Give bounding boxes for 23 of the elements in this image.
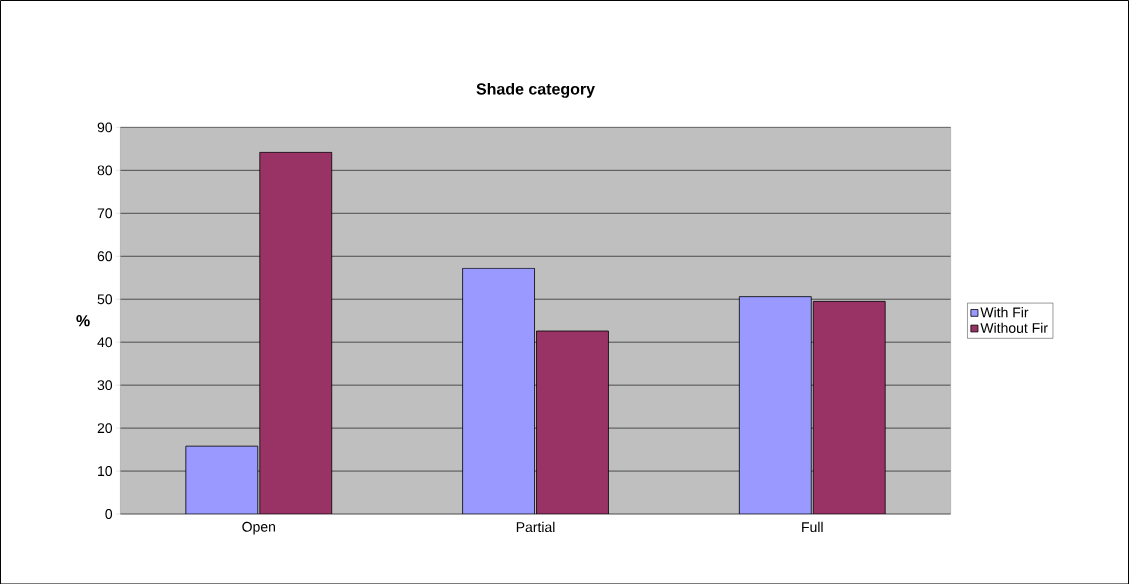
y-tick-label: 90 <box>97 122 113 133</box>
bar <box>259 151 333 514</box>
bar <box>738 296 812 514</box>
y-tick-label: 10 <box>98 465 113 476</box>
y-tick-label: 50 <box>97 294 113 304</box>
y-tick-label: 60 <box>97 251 113 261</box>
legend-label: Without Fir <box>980 322 1048 333</box>
legend-label: With Fir <box>980 306 1029 318</box>
y-tick-label: 80 <box>97 165 113 176</box>
y-tick-label: 20 <box>97 422 113 433</box>
x-tick-label: Full <box>802 521 823 532</box>
bar <box>185 445 259 514</box>
y-tick-label: 0 <box>105 508 113 519</box>
bar <box>812 300 886 514</box>
x-tick-label: Open <box>242 521 275 535</box>
bar <box>462 267 535 514</box>
x-tick-label: Partial <box>516 521 555 532</box>
chart-title: Shade category <box>476 82 595 98</box>
y-axis-title: % <box>76 314 90 327</box>
y-tick-label: 40 <box>97 336 113 347</box>
y-tick-label: 70 <box>97 208 113 219</box>
y-tick-label: 30 <box>97 379 113 390</box>
bar <box>536 330 609 514</box>
